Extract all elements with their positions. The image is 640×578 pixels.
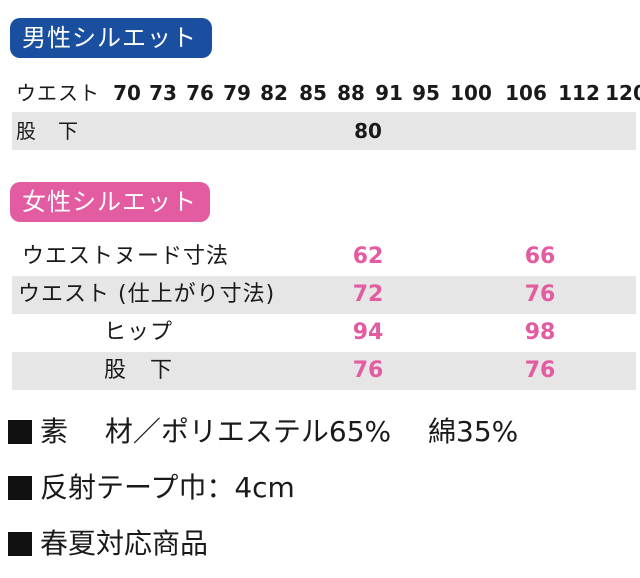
women-row-finished-waist: ウエスト (仕上がり寸法) 72 76 bbox=[12, 276, 636, 314]
note-text: 素 材／ポリエステル65% 綿35% bbox=[40, 415, 519, 448]
size-value: 100 bbox=[450, 81, 492, 105]
size-value: 73 bbox=[149, 81, 177, 105]
women-value: 72 bbox=[352, 282, 384, 307]
men-inseam-value: 80 bbox=[354, 119, 382, 143]
size-value: 112 bbox=[558, 81, 600, 105]
size-value: 95 bbox=[412, 81, 440, 105]
size-value: 76 bbox=[186, 81, 214, 105]
size-value: 70 bbox=[113, 81, 141, 105]
square-bullet-icon bbox=[8, 532, 32, 556]
men-inseam-label: 股 下 bbox=[16, 119, 79, 143]
men-waist-label: ウエスト bbox=[16, 81, 100, 105]
size-value: 82 bbox=[260, 81, 288, 105]
size-value: 91 bbox=[375, 81, 403, 105]
note-reflective-tape: 反射テープ巾：4cm bbox=[8, 470, 295, 506]
women-row-label: ヒップ bbox=[104, 320, 174, 345]
size-value: 106 bbox=[505, 81, 547, 105]
women-value: 76 bbox=[524, 282, 556, 307]
square-bullet-icon bbox=[8, 476, 32, 500]
women-row-inseam: 股 下 76 76 bbox=[12, 352, 636, 390]
women-row-nude-waist: ウエストヌード寸法 62 66 bbox=[12, 238, 636, 276]
men-inseam-row: 股 下 80 bbox=[12, 112, 636, 150]
women-row-hip: ヒップ 94 98 bbox=[12, 314, 636, 352]
women-value: 76 bbox=[352, 358, 384, 383]
size-value: 120 bbox=[605, 81, 640, 105]
men-waist-row: ウエスト 70 73 76 79 82 85 88 91 95 100 106 … bbox=[12, 74, 640, 112]
square-bullet-icon bbox=[8, 420, 32, 444]
women-row-label: ウエスト (仕上がり寸法) bbox=[18, 282, 276, 307]
women-value: 62 bbox=[352, 244, 384, 269]
women-silhouette-badge: 女性シルエット bbox=[10, 182, 210, 222]
women-value: 98 bbox=[524, 320, 556, 345]
women-value: 94 bbox=[352, 320, 384, 345]
size-value: 88 bbox=[337, 81, 365, 105]
men-silhouette-badge: 男性シルエット bbox=[10, 18, 212, 58]
size-value: 85 bbox=[299, 81, 327, 105]
note-material: 素 材／ポリエステル65% 綿35% bbox=[8, 414, 518, 450]
note-text: 反射テープ巾：4cm bbox=[40, 471, 295, 504]
women-value: 76 bbox=[524, 358, 556, 383]
note-text: 春夏対応商品 bbox=[40, 527, 209, 560]
women-row-label: ウエストヌード寸法 bbox=[22, 244, 230, 269]
note-season: 春夏対応商品 bbox=[8, 526, 208, 562]
women-row-label: 股 下 bbox=[104, 358, 174, 383]
size-value: 79 bbox=[223, 81, 251, 105]
women-value: 66 bbox=[524, 244, 556, 269]
